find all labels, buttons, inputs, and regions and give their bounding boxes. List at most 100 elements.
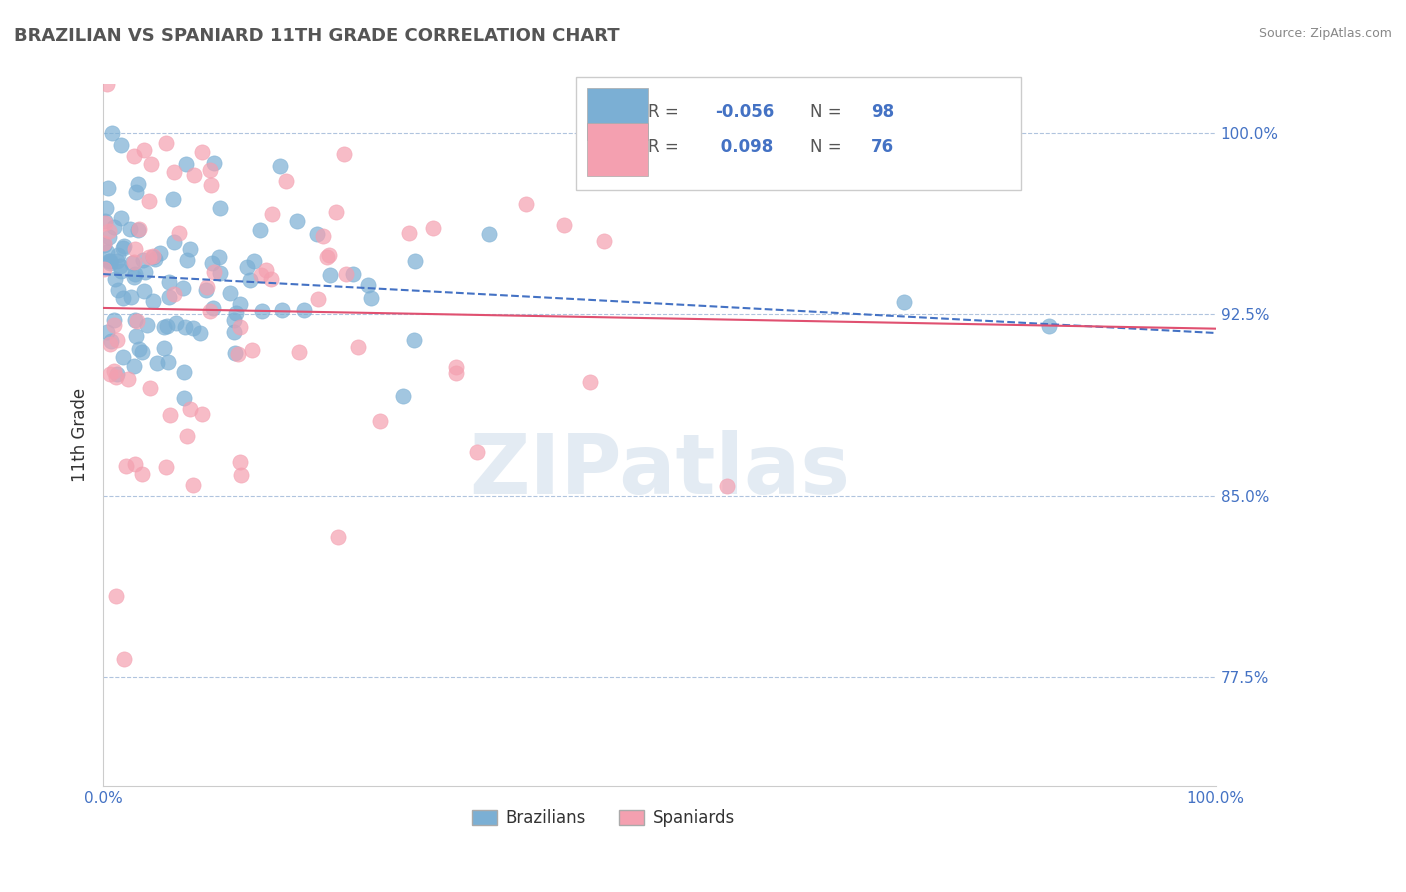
Point — [122, 255, 145, 269]
Point — [370, 414, 392, 428]
Legend: Brazilians, Spaniards: Brazilians, Spaniards — [465, 802, 742, 833]
Point — [105, 589, 128, 603]
Point — [96, 201, 118, 215]
Point — [465, 445, 488, 459]
Point — [138, 250, 160, 264]
Point — [132, 285, 155, 299]
Point — [357, 277, 380, 292]
Point — [209, 266, 232, 280]
Point — [181, 478, 204, 492]
Point — [97, 180, 120, 194]
Point — [174, 319, 197, 334]
Point — [392, 390, 415, 404]
Point — [325, 205, 347, 219]
Point — [94, 214, 117, 228]
Point — [360, 291, 382, 305]
Point — [219, 286, 242, 301]
Point — [111, 291, 134, 305]
Point — [250, 303, 273, 318]
Point — [198, 162, 221, 177]
Point — [404, 253, 426, 268]
Point — [188, 326, 211, 340]
Point — [288, 345, 311, 359]
Point — [229, 297, 252, 311]
Point — [162, 287, 184, 301]
Text: Source: ZipAtlas.com: Source: ZipAtlas.com — [1258, 27, 1392, 40]
FancyBboxPatch shape — [588, 123, 648, 176]
Text: 98: 98 — [870, 103, 894, 121]
Point — [118, 222, 141, 236]
Point — [167, 226, 190, 240]
Point — [153, 341, 176, 355]
Point — [105, 370, 128, 384]
Point — [478, 227, 501, 242]
Point — [101, 126, 124, 140]
Point — [93, 235, 115, 250]
Point — [131, 252, 153, 267]
Point — [183, 169, 205, 183]
Point — [402, 334, 425, 348]
Point — [262, 207, 284, 221]
Point — [200, 304, 222, 318]
Point — [125, 329, 148, 343]
Point — [173, 391, 195, 405]
Point — [229, 455, 252, 469]
Point — [328, 530, 350, 544]
Point — [100, 334, 122, 348]
Point — [112, 652, 135, 666]
Text: BRAZILIAN VS SPANIARD 11TH GRADE CORRELATION CHART: BRAZILIAN VS SPANIARD 11TH GRADE CORRELA… — [14, 27, 620, 45]
Point — [131, 467, 153, 481]
Point — [98, 254, 121, 268]
Point — [224, 325, 246, 339]
Point — [201, 301, 224, 316]
Point — [162, 235, 184, 250]
Point — [342, 267, 364, 281]
Point — [176, 252, 198, 267]
Point — [307, 293, 329, 307]
Text: N =: N = — [810, 138, 846, 156]
Point — [98, 254, 121, 268]
Point — [194, 283, 217, 297]
Point — [163, 165, 186, 179]
Point — [191, 145, 214, 160]
Point — [176, 157, 198, 171]
Point — [226, 347, 249, 361]
Point — [285, 214, 308, 228]
Point — [254, 263, 277, 277]
Point — [179, 242, 201, 256]
Point — [124, 242, 146, 256]
Point — [103, 364, 125, 378]
Point — [239, 273, 262, 287]
Point — [202, 156, 225, 170]
Point — [305, 227, 328, 241]
Point — [332, 147, 354, 161]
Point — [98, 256, 121, 270]
Point — [142, 250, 165, 264]
Point — [592, 234, 614, 248]
Point — [155, 136, 177, 150]
Point — [93, 262, 115, 277]
Point — [136, 318, 159, 332]
Point — [96, 78, 118, 92]
Point — [122, 359, 145, 373]
Point — [115, 459, 138, 474]
Point — [110, 137, 132, 152]
Point — [112, 239, 135, 253]
Point — [250, 268, 273, 283]
Point — [98, 336, 121, 351]
Point — [124, 312, 146, 326]
Point — [197, 280, 219, 294]
FancyBboxPatch shape — [576, 78, 1021, 189]
Point — [316, 250, 339, 264]
Point — [224, 346, 246, 360]
Point — [292, 302, 315, 317]
Point — [176, 429, 198, 443]
Point — [422, 221, 444, 235]
Point — [179, 402, 201, 417]
Point — [173, 365, 195, 379]
Point — [224, 312, 246, 326]
Point — [96, 245, 118, 260]
Point — [125, 313, 148, 327]
Point — [105, 367, 128, 381]
Point — [201, 256, 224, 270]
